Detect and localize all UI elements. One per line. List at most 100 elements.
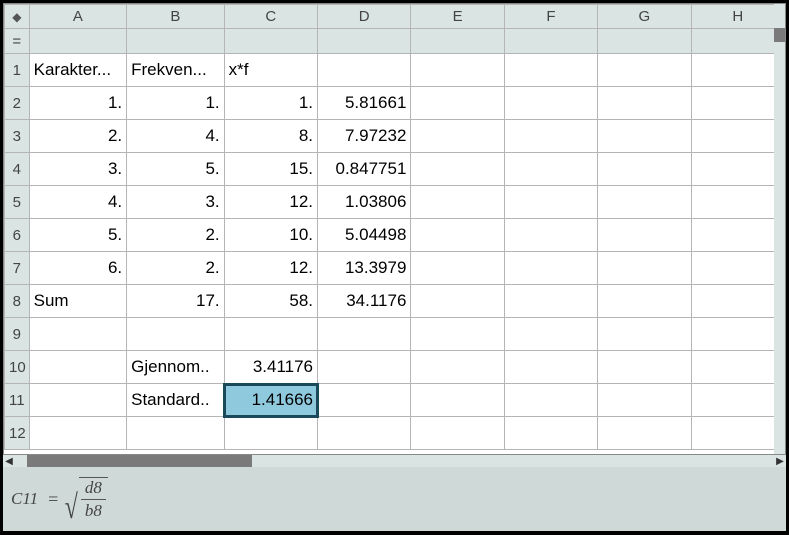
cell-A3[interactable]: 2. (29, 120, 127, 153)
cell-G5[interactable] (598, 186, 691, 219)
eqcell[interactable] (411, 29, 504, 54)
row-header-10[interactable]: 10 (5, 351, 30, 384)
cell-C2[interactable]: 1. (224, 87, 317, 120)
cell-D6[interactable]: 5.04498 (318, 219, 411, 252)
cell-G2[interactable] (598, 87, 691, 120)
cell-E5[interactable] (411, 186, 504, 219)
eqcell[interactable] (29, 29, 127, 54)
horizontal-scrollbar[interactable]: ◀ ▶ (3, 455, 786, 467)
cell-C10[interactable]: 3.41176 (224, 351, 317, 384)
row-header-6[interactable]: 6 (5, 219, 30, 252)
cell-F6[interactable] (504, 219, 597, 252)
cell-B11[interactable]: Standard.. (127, 384, 225, 417)
cell-A7[interactable]: 6. (29, 252, 127, 285)
cell-F12[interactable] (504, 417, 597, 450)
cell-G4[interactable] (598, 153, 691, 186)
eqcell[interactable] (598, 29, 691, 54)
cell-F8[interactable] (504, 285, 597, 318)
cell-G9[interactable] (598, 318, 691, 351)
row-header-1[interactable]: 1 (5, 54, 30, 87)
cell-G1[interactable] (598, 54, 691, 87)
cell-F3[interactable] (504, 120, 597, 153)
eqcell[interactable] (224, 29, 317, 54)
col-header-H[interactable]: H (691, 5, 784, 29)
cell-H3[interactable] (691, 120, 784, 153)
cell-A12[interactable] (29, 417, 127, 450)
cell-A2[interactable]: 1. (29, 87, 127, 120)
cell-G12[interactable] (598, 417, 691, 450)
scroll-right-icon[interactable]: ▶ (774, 455, 786, 467)
cell-D7[interactable]: 13.3979 (318, 252, 411, 285)
cell-D2[interactable]: 5.81661 (318, 87, 411, 120)
cell-E12[interactable] (411, 417, 504, 450)
cell-D12[interactable] (318, 417, 411, 450)
scroll-left-icon[interactable]: ◀ (3, 455, 15, 467)
cell-E6[interactable] (411, 219, 504, 252)
cell-E8[interactable] (411, 285, 504, 318)
cell-D9[interactable] (318, 318, 411, 351)
cell-H12[interactable] (691, 417, 784, 450)
cell-B10[interactable]: Gjennom.. (127, 351, 225, 384)
cell-C6[interactable]: 10. (224, 219, 317, 252)
cell-H4[interactable] (691, 153, 784, 186)
eqcell[interactable] (504, 29, 597, 54)
col-header-D[interactable]: D (318, 5, 411, 29)
cell-B7[interactable]: 2. (127, 252, 225, 285)
cell-B12[interactable] (127, 417, 225, 450)
row-header-2[interactable]: 2 (5, 87, 30, 120)
vertical-scroll-thumb[interactable] (774, 28, 785, 42)
cell-B5[interactable]: 3. (127, 186, 225, 219)
cell-C1[interactable]: x*f (224, 54, 317, 87)
col-header-C[interactable]: C (224, 5, 317, 29)
cell-G11[interactable] (598, 384, 691, 417)
horizontal-scroll-thumb[interactable] (27, 455, 252, 467)
row-header-4[interactable]: 4 (5, 153, 30, 186)
cell-C3[interactable]: 8. (224, 120, 317, 153)
cell-B9[interactable] (127, 318, 225, 351)
cell-H8[interactable] (691, 285, 784, 318)
cell-E9[interactable] (411, 318, 504, 351)
cell-A9[interactable] (29, 318, 127, 351)
row-header-12[interactable]: 12 (5, 417, 30, 450)
corner-cell[interactable]: ◆ (5, 5, 30, 29)
cell-A4[interactable]: 3. (29, 153, 127, 186)
cell-A11[interactable] (29, 384, 127, 417)
cell-D3[interactable]: 7.97232 (318, 120, 411, 153)
cell-B2[interactable]: 1. (127, 87, 225, 120)
row-header-5[interactable]: 5 (5, 186, 30, 219)
cell-D4[interactable]: 0.847751 (318, 153, 411, 186)
cell-F2[interactable] (504, 87, 597, 120)
row-header-8[interactable]: 8 (5, 285, 30, 318)
cell-D8[interactable]: 34.1176 (318, 285, 411, 318)
cell-F5[interactable] (504, 186, 597, 219)
cell-A6[interactable]: 5. (29, 219, 127, 252)
cell-H10[interactable] (691, 351, 784, 384)
col-header-B[interactable]: B (127, 5, 225, 29)
col-header-A[interactable]: A (29, 5, 127, 29)
cell-B3[interactable]: 4. (127, 120, 225, 153)
cell-C12[interactable] (224, 417, 317, 450)
cell-D11[interactable] (318, 384, 411, 417)
cell-B4[interactable]: 5. (127, 153, 225, 186)
horizontal-scroll-track[interactable] (15, 455, 774, 467)
cell-G7[interactable] (598, 252, 691, 285)
cell-H9[interactable] (691, 318, 784, 351)
cell-C5[interactable]: 12. (224, 186, 317, 219)
cell-E11[interactable] (411, 384, 504, 417)
cell-F7[interactable] (504, 252, 597, 285)
col-header-E[interactable]: E (411, 5, 504, 29)
cell-H1[interactable] (691, 54, 784, 87)
cell-C4[interactable]: 15. (224, 153, 317, 186)
cell-C9[interactable] (224, 318, 317, 351)
cell-C11[interactable]: 1.41666 (224, 384, 317, 417)
cell-C8[interactable]: 58. (224, 285, 317, 318)
cell-E10[interactable] (411, 351, 504, 384)
cell-F9[interactable] (504, 318, 597, 351)
cell-H11[interactable] (691, 384, 784, 417)
cell-H5[interactable] (691, 186, 784, 219)
cell-D10[interactable] (318, 351, 411, 384)
row-header-3[interactable]: 3 (5, 120, 30, 153)
cell-A10[interactable] (29, 351, 127, 384)
cell-C7[interactable]: 12. (224, 252, 317, 285)
col-header-G[interactable]: G (598, 5, 691, 29)
